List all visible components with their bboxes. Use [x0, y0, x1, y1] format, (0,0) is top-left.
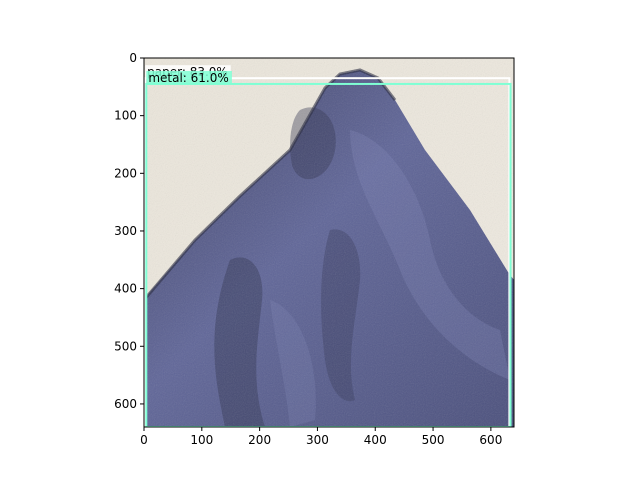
y-tick-label: 400	[114, 282, 137, 296]
photo	[144, 58, 514, 427]
photo-grain	[144, 58, 514, 427]
y-tick-label: 100	[114, 109, 137, 123]
detection-label-bg-metal	[146, 70, 232, 84]
detection-box-paper	[144, 77, 511, 427]
y-axis: 0 100 200 300 400 500 600	[114, 51, 144, 411]
detection-label-metal: metal: 61.0%	[148, 71, 228, 85]
x-tick-label: 400	[364, 433, 387, 447]
y-tick-label: 0	[129, 51, 137, 65]
y-tick-label: 200	[114, 166, 137, 180]
axes-frame	[143, 57, 515, 428]
x-tick-label: 300	[306, 433, 329, 447]
y-tick-label: 500	[114, 339, 137, 353]
x-tick-label: 600	[479, 433, 502, 447]
x-axis: 0 100 200 300 400 500 600	[140, 427, 502, 447]
y-tick-label: 300	[114, 224, 137, 238]
detection-label-layer: paper: 83.0%metal: 61.0%	[145, 65, 232, 85]
x-tick-label: 200	[248, 433, 271, 447]
y-tick-label: 600	[114, 397, 137, 411]
x-tick-label: 100	[190, 433, 213, 447]
x-tick-label: 500	[422, 433, 445, 447]
detection-layer	[144, 77, 512, 427]
x-tick-label: 0	[140, 433, 148, 447]
detection-box-metal	[145, 82, 512, 427]
